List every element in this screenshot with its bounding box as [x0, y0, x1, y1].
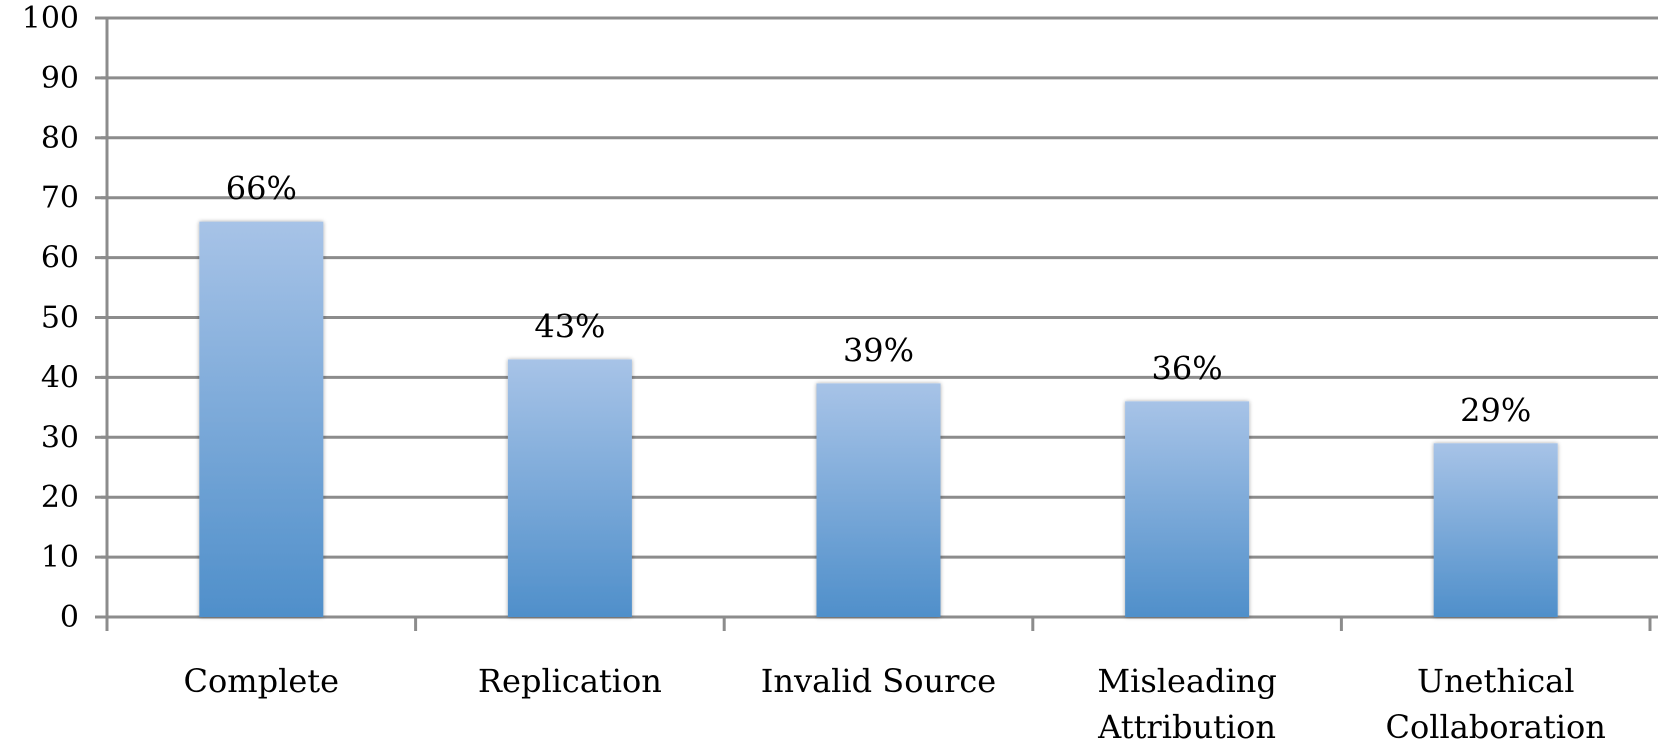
- bar: [816, 383, 941, 617]
- y-tick-label: 40: [41, 360, 79, 395]
- category-label: Unethical: [1417, 662, 1574, 700]
- category-label: Complete: [184, 662, 340, 700]
- bar: [199, 221, 324, 617]
- category-label: Invalid Source: [761, 662, 996, 700]
- data-label: 36%: [1152, 349, 1223, 387]
- data-label: 43%: [534, 307, 605, 345]
- x-axis-category-labels: Complete Replication Invalid Source Mislead…: [184, 662, 1606, 745]
- y-axis-tick-labels: 0 10 20 30 40 50 60 70 80 90 100: [22, 1, 79, 635]
- bar: [1125, 401, 1250, 617]
- y-tick-label: 0: [60, 600, 79, 635]
- data-label: 29%: [1460, 391, 1531, 429]
- data-labels: 66% 43% 39% 36% 29%: [226, 170, 1532, 430]
- category-label: Misleading: [1097, 662, 1276, 700]
- data-label: 66%: [226, 170, 297, 208]
- data-label: 39%: [843, 331, 914, 369]
- y-tick-label: 70: [41, 181, 79, 216]
- y-tick-label: 30: [41, 420, 79, 455]
- bars: [199, 221, 1558, 617]
- y-tick-label: 90: [41, 61, 79, 96]
- bar: [1433, 443, 1558, 617]
- bar: [507, 359, 632, 617]
- y-tick-label: 80: [41, 121, 79, 156]
- category-label: Replication: [478, 662, 662, 700]
- category-label: Attribution: [1097, 708, 1276, 745]
- y-tick-label: 50: [41, 301, 79, 336]
- category-label: Collaboration: [1386, 708, 1606, 745]
- y-tick-label: 60: [41, 241, 79, 276]
- y-tick-label: 10: [41, 540, 79, 575]
- y-tick-label: 20: [41, 480, 79, 515]
- y-tick-label: 100: [22, 1, 79, 36]
